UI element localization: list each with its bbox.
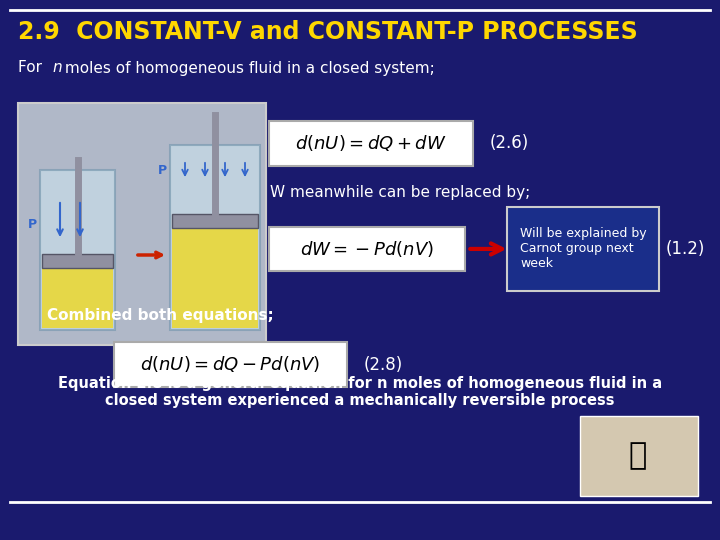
Text: (2.8): (2.8)	[364, 355, 403, 374]
FancyBboxPatch shape	[114, 342, 346, 387]
Bar	[170, 145, 260, 330]
Text: W meanwhile can be replaced by;: W meanwhile can be replaced by;	[270, 185, 530, 200]
Text: 2.9  CONSTANT-V and CONSTANT-P PROCESSES: 2.9 CONSTANT-V and CONSTANT-P PROCESSES	[18, 20, 638, 44]
Text: For: For	[18, 60, 52, 76]
Bar	[18, 103, 266, 345]
Bar	[42, 254, 113, 268]
Text: Will be explained by
Carnot group next
week: Will be explained by Carnot group next w…	[520, 227, 647, 271]
FancyBboxPatch shape	[269, 120, 472, 166]
Text: (1.2): (1.2)	[665, 240, 705, 258]
Bar	[172, 214, 258, 228]
Text: moles of homogeneous fluid in a closed system;: moles of homogeneous fluid in a closed s…	[60, 60, 435, 76]
Bar	[42, 268, 113, 328]
FancyBboxPatch shape	[269, 227, 465, 271]
Text: P: P	[28, 219, 37, 232]
Text: $dW = -Pd(nV)$: $dW = -Pd(nV)$	[300, 239, 434, 259]
Text: Combined both equations;: Combined both equations;	[47, 308, 274, 323]
Text: 📚: 📚	[629, 442, 647, 470]
Bar	[172, 228, 258, 328]
Bar	[40, 170, 115, 330]
FancyBboxPatch shape	[508, 207, 660, 291]
Bar	[580, 416, 698, 496]
Text: P: P	[158, 164, 167, 177]
Text: $d(nU) = dQ + dW$: $d(nU) = dQ + dW$	[295, 133, 446, 153]
Text: n: n	[52, 60, 62, 76]
Text: (2.6): (2.6)	[490, 134, 529, 152]
Text: Equation 2.8 is a general equation for n moles of homogeneous fluid in a
closed : Equation 2.8 is a general equation for n…	[58, 376, 662, 408]
Text: $d(nU) = dQ - Pd(nV)$: $d(nU) = dQ - Pd(nV)$	[140, 354, 320, 375]
